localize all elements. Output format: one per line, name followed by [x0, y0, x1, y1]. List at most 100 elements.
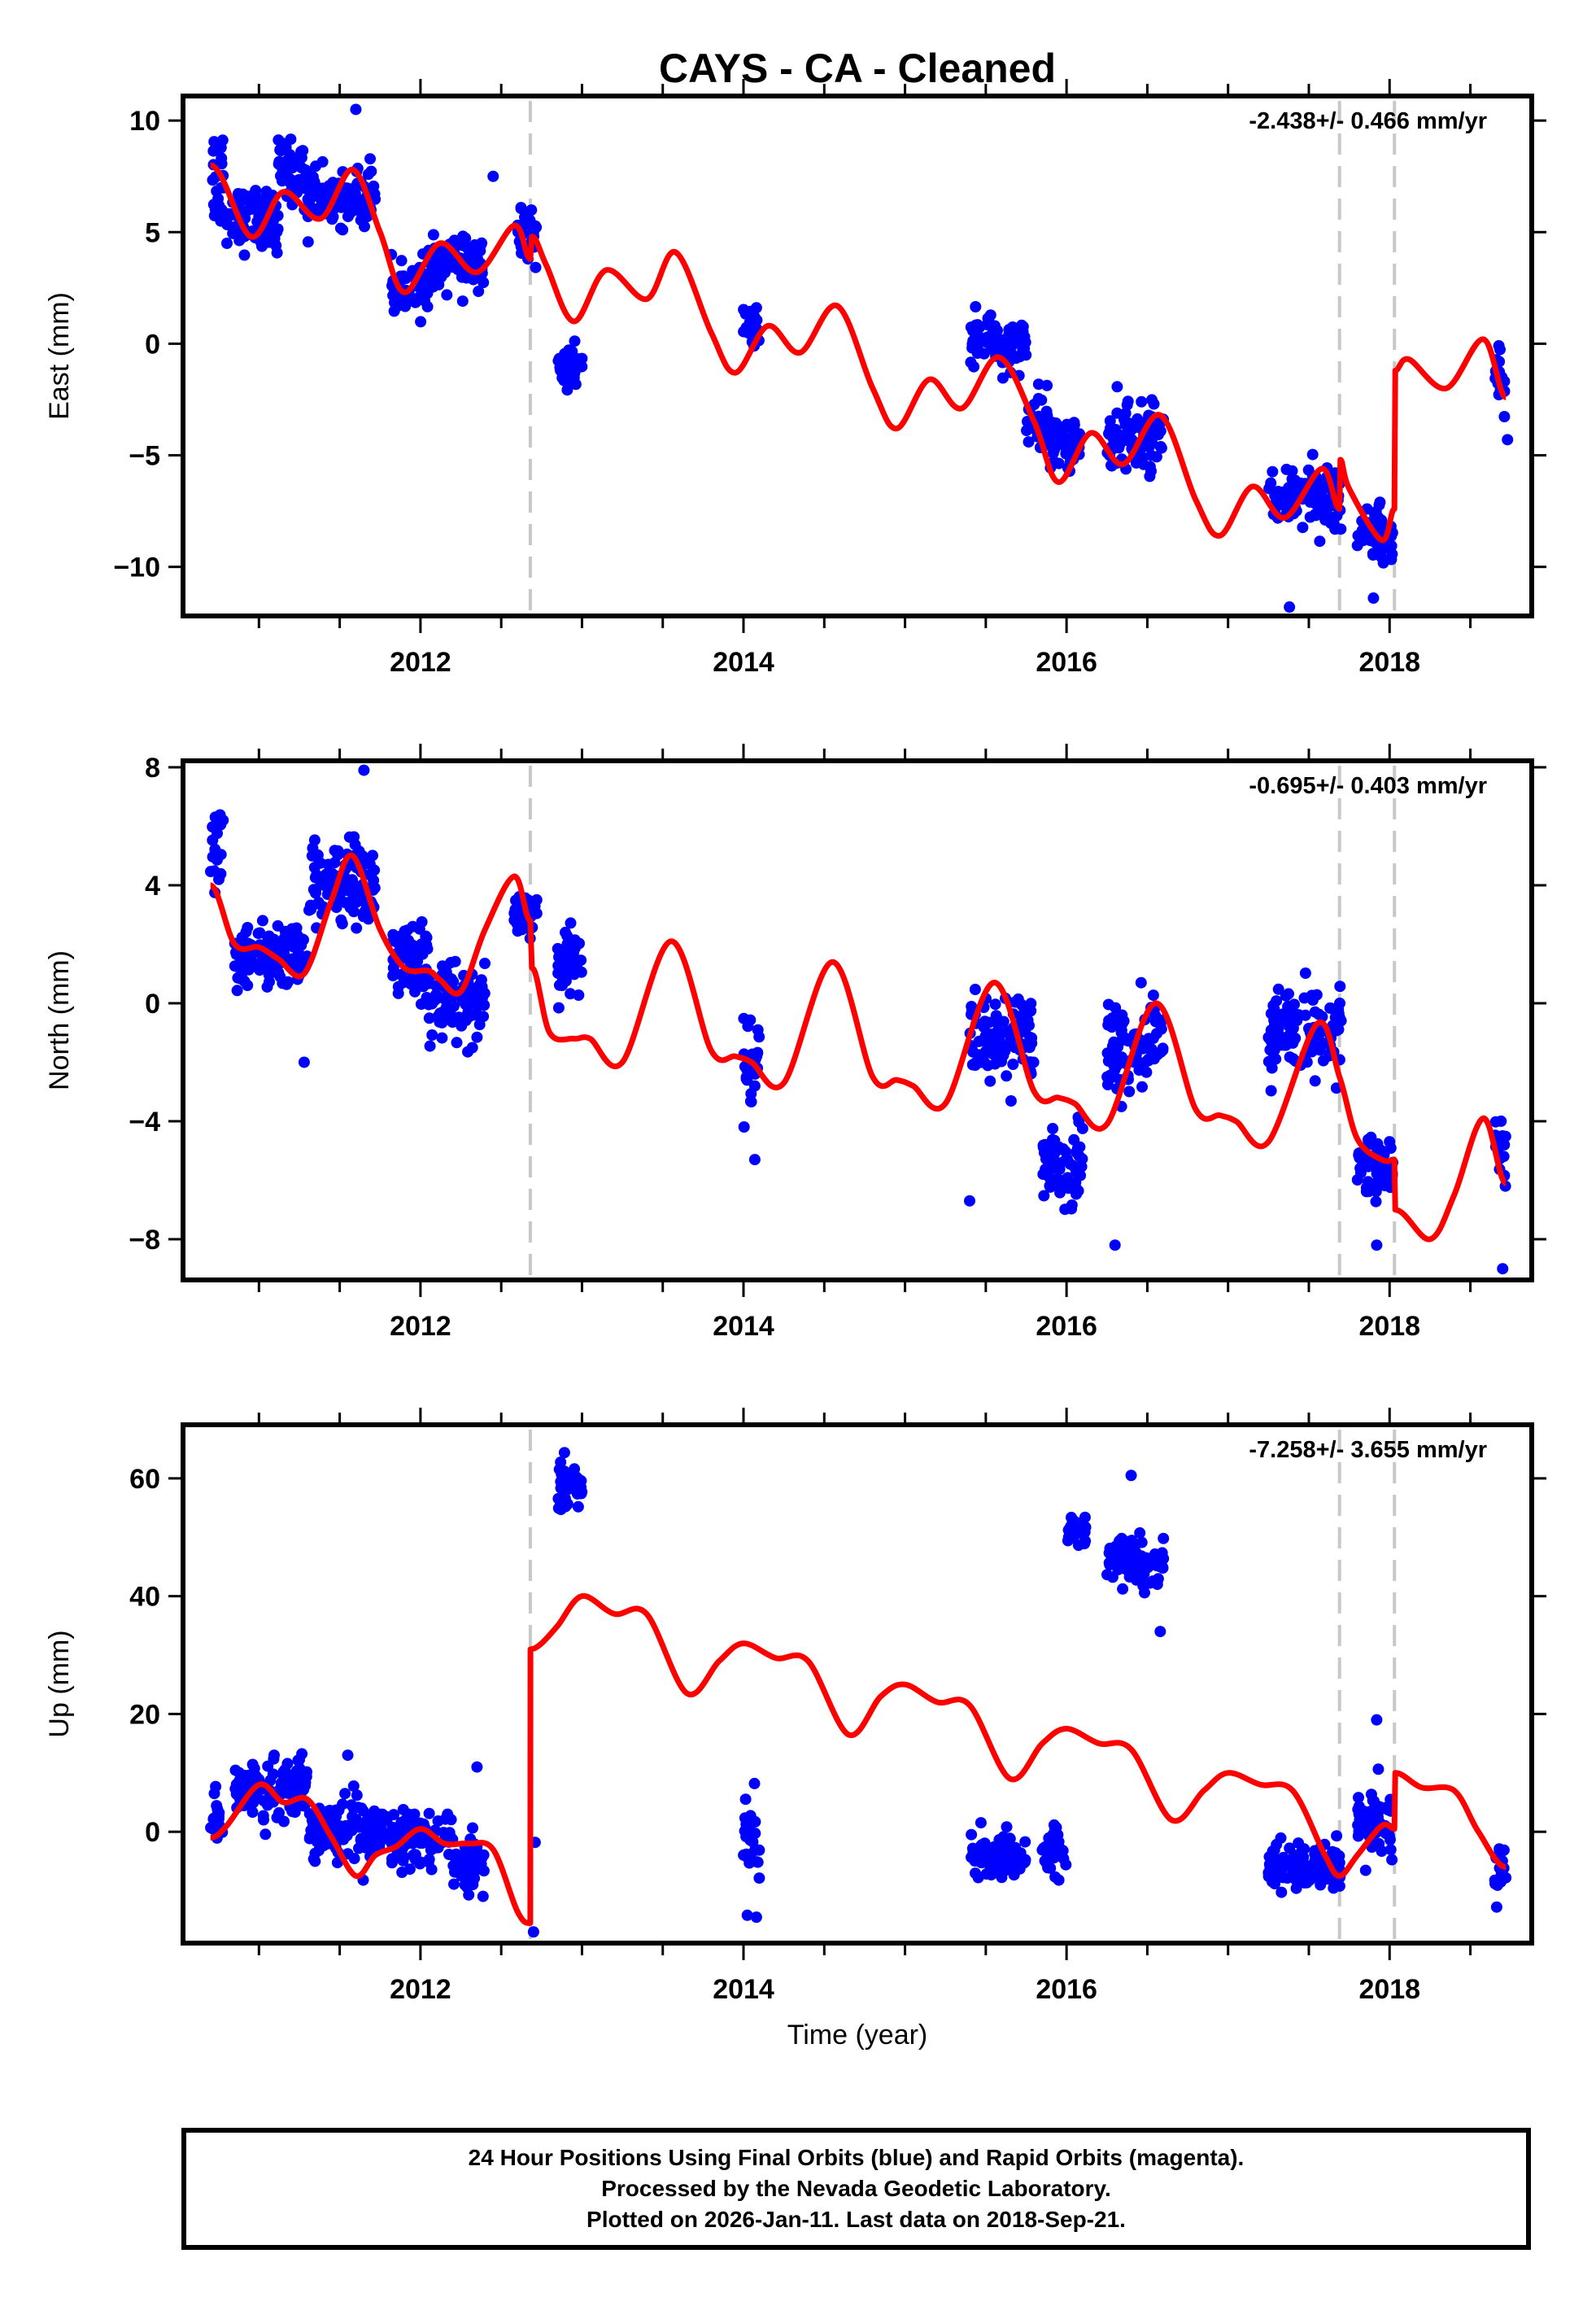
data-point [1309, 1075, 1321, 1087]
data-point [421, 939, 433, 951]
axes-frame [181, 758, 1534, 1282]
data-point [343, 831, 355, 843]
data-point [294, 173, 307, 186]
x-tick-label: 2014 [713, 1974, 774, 2005]
data-point [1015, 998, 1027, 1011]
data-point [1147, 989, 1159, 1002]
data-point [281, 1776, 293, 1788]
data-point [361, 856, 373, 868]
data-point [445, 1814, 457, 1826]
data-point [277, 1766, 290, 1778]
data-point [1370, 1195, 1382, 1208]
data-point [988, 1037, 1000, 1050]
data-point [1280, 463, 1293, 475]
data-point [1334, 998, 1345, 1009]
data-point [1045, 438, 1057, 450]
model-curve [210, 1593, 1507, 1926]
data-point [570, 1471, 582, 1483]
data-point [1110, 1540, 1122, 1553]
data-point [1357, 535, 1369, 547]
data-point [560, 926, 571, 938]
data-point [571, 353, 583, 365]
data-point [1298, 1843, 1310, 1855]
data-point [1068, 417, 1080, 429]
data-point [475, 1857, 487, 1868]
data-point [1287, 1053, 1299, 1065]
data-point [1019, 1836, 1031, 1848]
data-point [478, 987, 491, 999]
data-point [330, 902, 342, 914]
data-point [1154, 1626, 1166, 1638]
y-tick-label: 0 [145, 989, 160, 1020]
data-point [527, 1926, 539, 1938]
data-point [340, 195, 352, 207]
data-point [348, 1853, 360, 1865]
data-point [739, 1793, 752, 1806]
data-point [303, 904, 315, 916]
data-point [1150, 451, 1162, 463]
data-point [231, 985, 243, 997]
data-point [1014, 1847, 1027, 1859]
data-point [1266, 1054, 1278, 1066]
data-point [277, 164, 289, 175]
data-point [1371, 1138, 1384, 1150]
data-point [467, 1822, 478, 1834]
data-point [216, 134, 229, 146]
data-point [475, 974, 487, 986]
data-point [448, 1878, 460, 1890]
data-point [566, 957, 578, 969]
data-point [1386, 1854, 1398, 1866]
data-point [552, 1002, 565, 1014]
data-point [1329, 523, 1341, 535]
data-point [565, 917, 577, 929]
data-point [1268, 1044, 1280, 1056]
data-point [426, 1029, 438, 1041]
data-point [984, 1075, 996, 1087]
data-point [1376, 1845, 1388, 1857]
data-point [519, 211, 530, 223]
data-point [969, 984, 981, 995]
data-point [368, 882, 381, 894]
y-tick-label: 60 [129, 1464, 160, 1495]
data-point [303, 1808, 316, 1820]
data-point [399, 932, 412, 945]
data-point [473, 1019, 486, 1031]
data-point [1136, 1536, 1148, 1548]
data-point [993, 1834, 1005, 1845]
data-point [1057, 1143, 1069, 1155]
data-point [1332, 1007, 1344, 1020]
data-point [973, 1853, 985, 1865]
x-tick-label: 2014 [713, 647, 774, 678]
data-point [347, 1780, 360, 1792]
data-point [1062, 439, 1074, 452]
data-point [1490, 1901, 1502, 1913]
data-point [740, 1072, 752, 1085]
data-point [388, 305, 400, 317]
data-point [1032, 378, 1044, 391]
data-point [285, 177, 297, 190]
data-point [329, 845, 341, 857]
data-point [1117, 1583, 1129, 1595]
data-point [346, 885, 358, 898]
data-point [1276, 1038, 1289, 1050]
data-point [998, 1846, 1010, 1858]
data-point [1147, 1033, 1159, 1045]
data-point [473, 286, 485, 298]
data-point [572, 1483, 584, 1495]
data-point [994, 1863, 1006, 1875]
data-point [362, 1811, 374, 1823]
data-point [1039, 1854, 1051, 1867]
up-panel: 2012 2014 2016 2018 60 40 20 0 Up (mm) -7.258+/- … [44, 1408, 1546, 2005]
data-point [421, 300, 434, 312]
data-point [469, 995, 481, 1007]
data-point [964, 1194, 976, 1207]
footer-line-plotted: Plotted on 2026-Jan-11. Last data on 201… [587, 2207, 1126, 2232]
data-point [416, 280, 428, 292]
data-point [448, 234, 460, 247]
x-tick-label: 2012 [390, 1974, 451, 2005]
data-point [1494, 1843, 1506, 1855]
data-point [436, 1016, 448, 1029]
data-point [1376, 544, 1389, 556]
data-point [972, 1871, 984, 1884]
data-point [1104, 1069, 1116, 1081]
